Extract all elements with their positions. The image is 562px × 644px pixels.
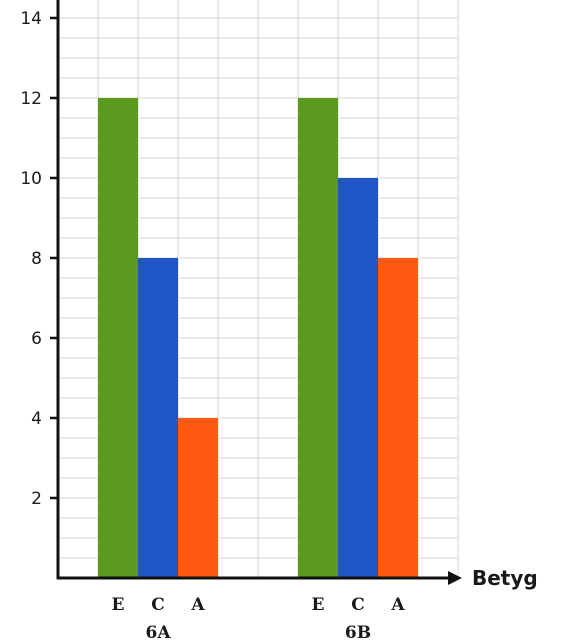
y-tick-label: 6: [31, 329, 42, 349]
x-category-label: A: [390, 595, 405, 615]
y-tick-label: 8: [31, 249, 42, 269]
bar-6A-E: [98, 98, 138, 578]
axes: [56, 0, 462, 585]
bar-6A-A: [178, 418, 218, 578]
x-category-label: C: [351, 595, 365, 615]
x-labels: E C A 6A E C A 6B: [112, 595, 406, 643]
y-ticks: 2 4 6 8 10 12 14: [20, 9, 58, 509]
y-tick-label: 10: [20, 169, 42, 189]
y-tick-label: 12: [20, 89, 42, 109]
bar-6B-A: [378, 258, 418, 578]
bar-6A-C: [138, 258, 178, 578]
bars: [98, 98, 418, 578]
x-axis-arrow-icon: [448, 571, 462, 585]
bar-6B-E: [298, 98, 338, 578]
bar-6B-C: [338, 178, 378, 578]
y-tick-label: 4: [31, 409, 42, 429]
x-category-label: A: [190, 595, 205, 615]
x-category-label: E: [112, 595, 125, 615]
x-group-label: 6B: [345, 623, 371, 643]
x-axis-title: Betyg: [472, 566, 538, 590]
y-tick-label: 2: [31, 489, 42, 509]
x-category-label: C: [151, 595, 165, 615]
x-category-label: E: [312, 595, 325, 615]
y-tick-label: 14: [20, 9, 42, 29]
x-group-label: 6A: [145, 623, 171, 643]
